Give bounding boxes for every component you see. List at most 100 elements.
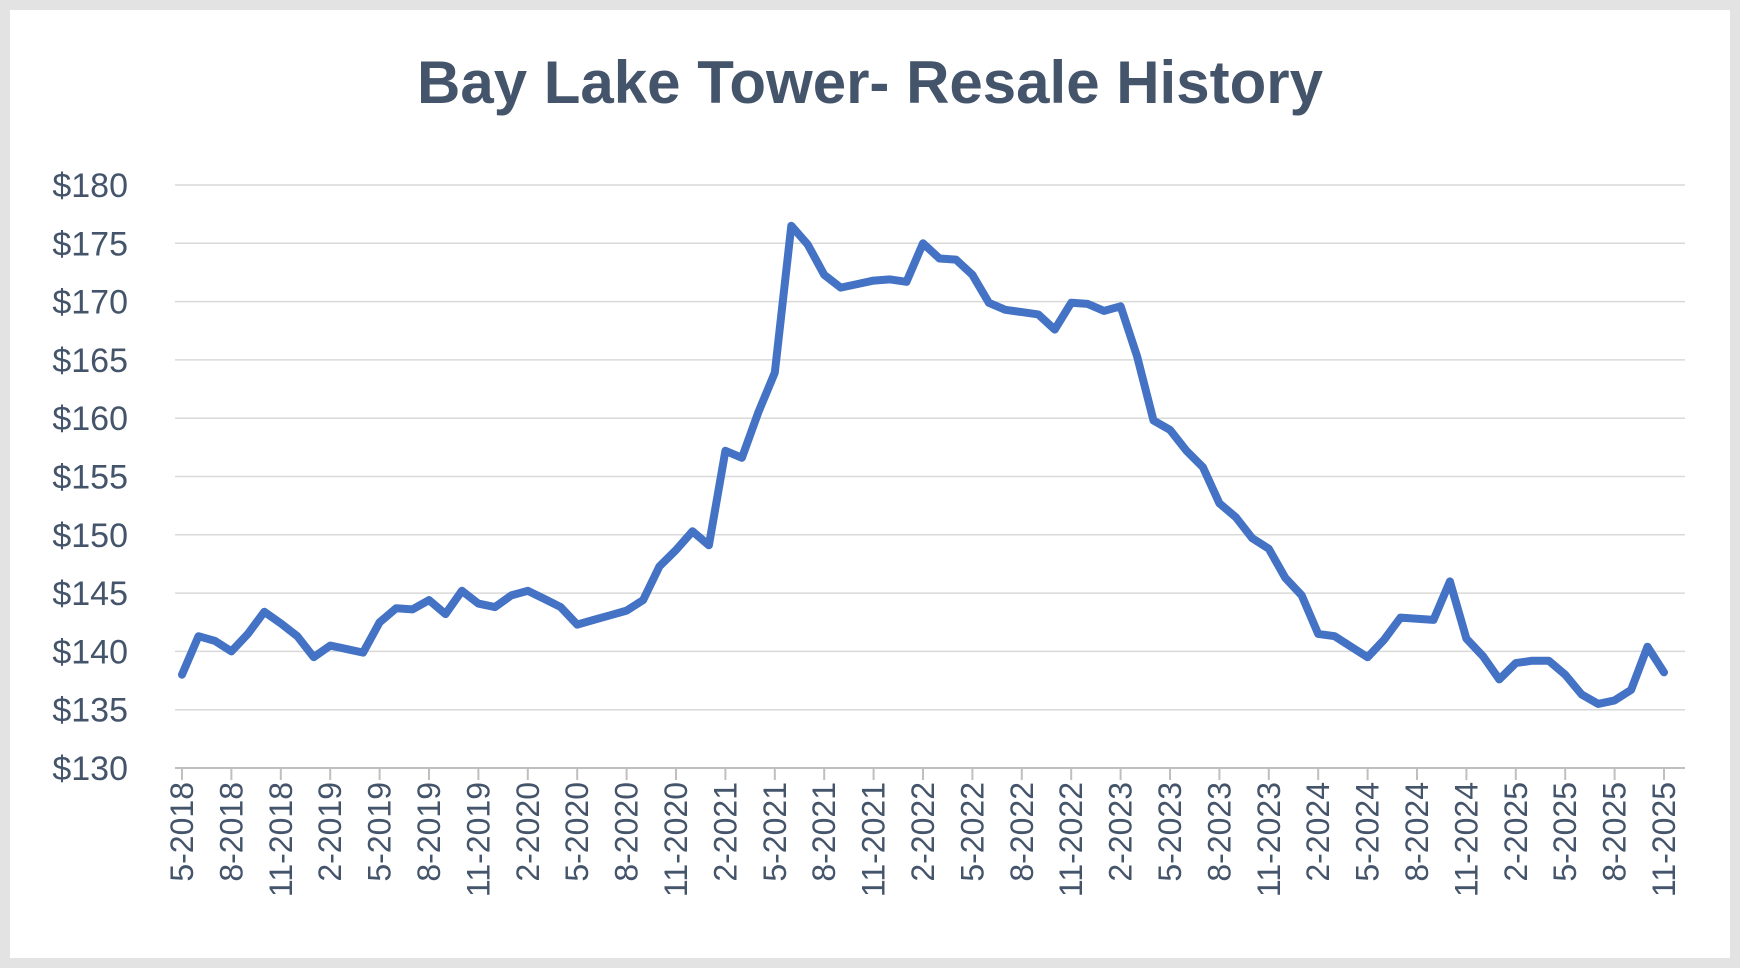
data-point (1268, 548, 1270, 550)
data-point (444, 613, 446, 615)
data-point (1548, 660, 1550, 662)
data-point (1597, 703, 1599, 705)
data-point (1284, 577, 1286, 579)
data-point (197, 635, 199, 637)
data-point (181, 674, 183, 676)
data-point (675, 549, 677, 551)
data-point (938, 257, 940, 259)
x-tick-label: 2-2024 (1300, 782, 1336, 882)
data-point (362, 652, 364, 654)
x-tick-label: 11-2023 (1251, 782, 1287, 897)
data-point (428, 599, 430, 601)
y-tick-label: $135 (52, 692, 128, 730)
x-tick-label: 5-2021 (757, 782, 793, 882)
data-point (1004, 309, 1006, 311)
x-axis (175, 767, 1685, 780)
data-point (494, 606, 496, 608)
x-tick-label: 11-2020 (658, 782, 694, 897)
y-tick-label: $175 (52, 225, 128, 263)
data-point (1350, 646, 1352, 648)
data-point (971, 274, 973, 276)
data-point (1120, 305, 1122, 307)
data-point (774, 372, 776, 374)
data-point (856, 283, 858, 285)
data-point (1070, 302, 1072, 304)
data-point (1498, 678, 1500, 680)
data-point (247, 633, 249, 635)
data-point (659, 565, 661, 567)
data-point (560, 606, 562, 608)
data-point (1103, 310, 1105, 312)
x-tick-label: 2-2020 (510, 782, 546, 882)
data-point (741, 457, 743, 459)
data-point (1202, 466, 1204, 468)
y-axis-labels: $130 $135 $140 $145 $150 $155 $160 $165 $170 $175… (52, 167, 128, 788)
data-point (1169, 429, 1171, 431)
x-tick-label: 5-2018 (164, 782, 200, 882)
data-point (1021, 311, 1023, 313)
data-point (1647, 646, 1649, 648)
data-point (510, 594, 512, 596)
data-point (593, 619, 595, 621)
x-axis-labels: 5-2018 8-2018 11-2018 2-2019 5-2019 8-2019 11-… (164, 782, 1682, 897)
data-point (1416, 618, 1418, 620)
data-point (1400, 617, 1402, 619)
data-point (296, 635, 298, 637)
data-point (1614, 699, 1616, 701)
chart-title: Bay Lake Tower- Resale History (417, 49, 1323, 116)
y-tick-label: $170 (52, 284, 128, 322)
x-tick-label: 5-2025 (1547, 782, 1583, 882)
data-point (955, 259, 957, 261)
x-tick-label: 5-2020 (559, 782, 595, 882)
data-point (906, 281, 908, 283)
data-point (1449, 580, 1451, 582)
data-point (379, 621, 381, 623)
x-tick-label: 8-2021 (806, 782, 842, 882)
data-point (840, 287, 842, 289)
data-point (1383, 639, 1385, 641)
data-point (1482, 655, 1484, 657)
data-point (1087, 303, 1089, 305)
y-tick-label: $145 (52, 575, 128, 613)
data-point (1185, 450, 1187, 452)
data-point (395, 607, 397, 609)
data-point (329, 645, 331, 647)
data-point (346, 648, 348, 650)
data-point (691, 530, 693, 532)
data-point (280, 622, 282, 624)
data-point (1136, 355, 1138, 357)
x-tick-label: 11-2018 (263, 782, 299, 897)
data-point (708, 544, 710, 546)
x-tick-label: 11-2021 (856, 782, 892, 897)
data-point (1037, 313, 1039, 315)
data-point (461, 590, 463, 592)
data-point (1334, 635, 1336, 637)
x-tick-label: 2-2023 (1103, 782, 1139, 882)
y-tick-label: $130 (52, 750, 128, 788)
y-tick-label: $155 (52, 459, 128, 497)
data-point (543, 598, 545, 600)
x-tick-label: 5-2024 (1350, 782, 1386, 882)
x-tick-label: 11-2019 (460, 782, 496, 897)
x-tick-label: 5-2019 (362, 782, 398, 882)
data-point (626, 610, 628, 612)
data-point (1235, 516, 1237, 518)
y-tick-label: $160 (52, 400, 128, 438)
data-point (1515, 662, 1517, 664)
data-point (230, 650, 232, 652)
x-tick-label: 11-2025 (1646, 782, 1682, 897)
x-tick-label: 8-2025 (1597, 782, 1633, 882)
data-point (1218, 502, 1220, 504)
data-point (527, 590, 529, 592)
data-point (873, 280, 875, 282)
x-tick-label: 8-2023 (1201, 782, 1237, 882)
data-point (1531, 660, 1533, 662)
data-point (823, 274, 825, 276)
data-point (1564, 674, 1566, 676)
x-tick-label: 5-2023 (1152, 782, 1188, 882)
data-point (1465, 638, 1467, 640)
x-tick-label: 2-2021 (707, 782, 743, 882)
data-point (889, 278, 891, 280)
data-point (1581, 694, 1583, 696)
grid-lines (175, 184, 1685, 711)
